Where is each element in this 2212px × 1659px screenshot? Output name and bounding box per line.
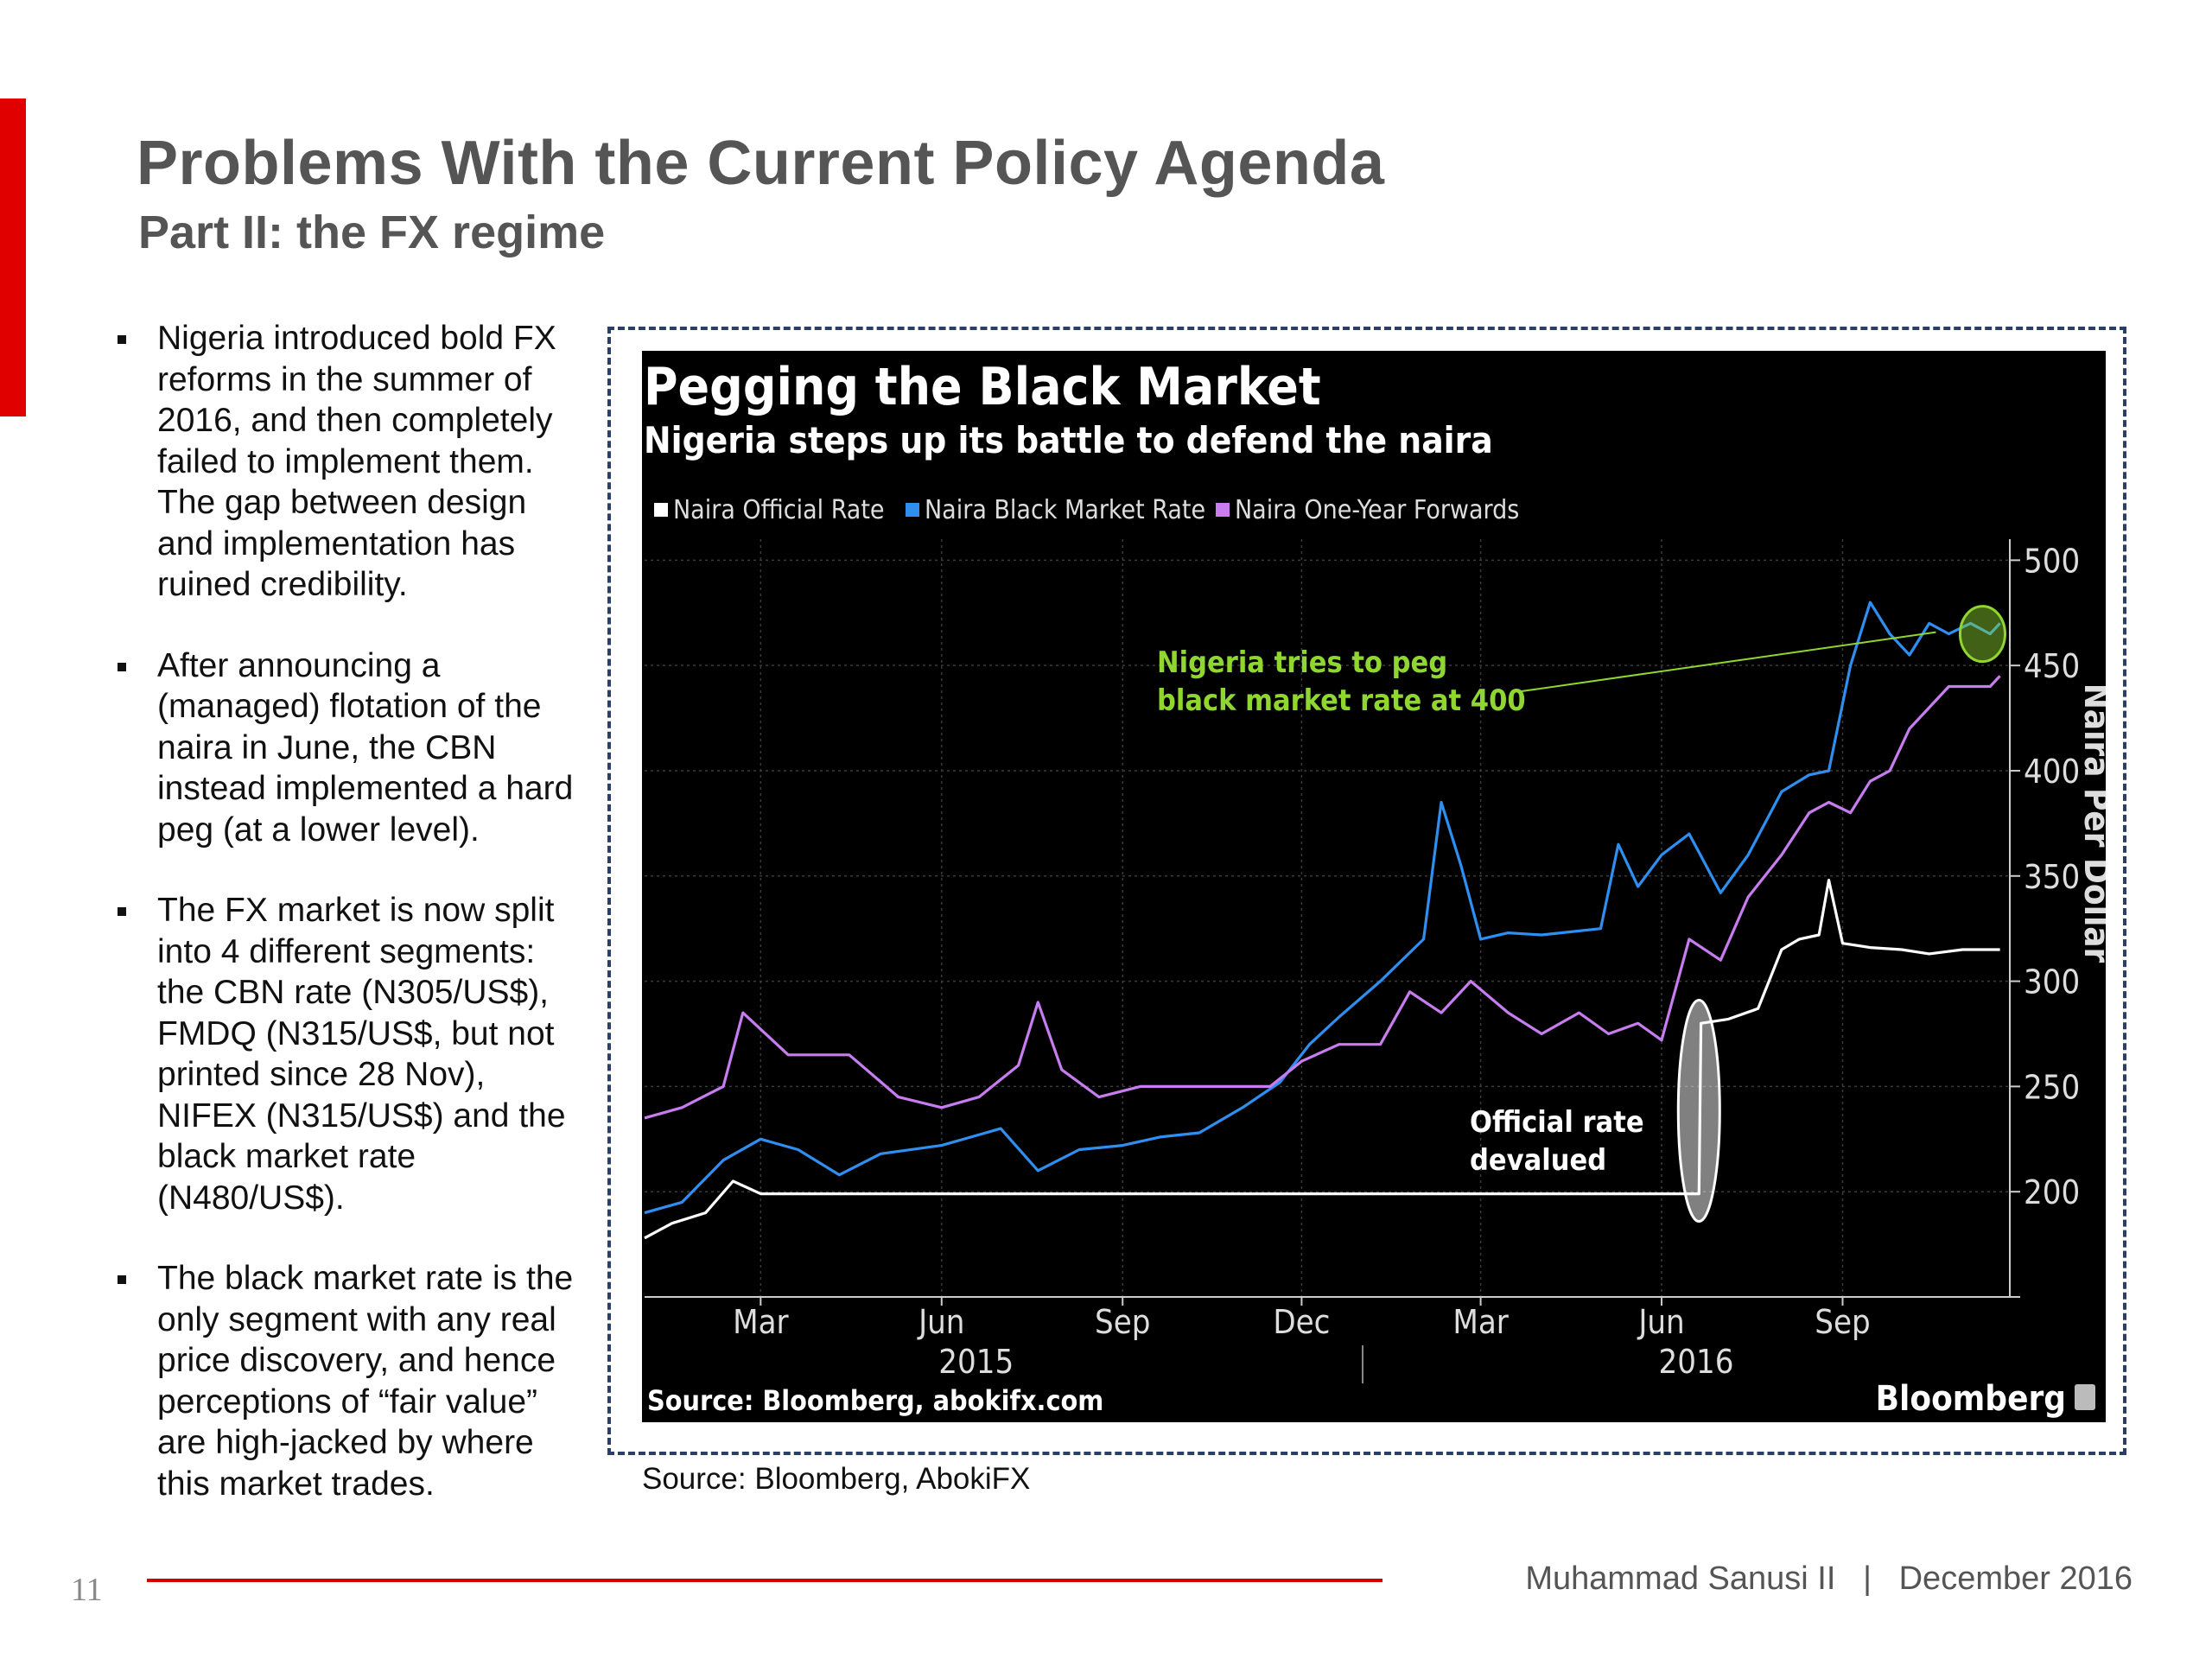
x-tick-label: Jun <box>917 1303 964 1341</box>
x-tick-label: Jun <box>1637 1303 1684 1341</box>
y-tick-label: 400 <box>2024 753 2080 791</box>
x-tick-label: Sep <box>1095 1303 1150 1341</box>
annotation-devalued-line2: devalued <box>1470 1143 1606 1178</box>
annotation-peg-line1: Nigeria tries to peg <box>1157 645 1447 680</box>
y-tick-label: 200 <box>2024 1173 2080 1211</box>
x-tick-label: Dec <box>1273 1303 1330 1341</box>
chart-subtitle: Nigeria steps up its battle to defend th… <box>644 419 1493 461</box>
y-tick-label: 250 <box>2024 1068 2080 1106</box>
accent-bar <box>0 99 26 416</box>
annotation-devalued-line1: Official rate <box>1470 1105 1644 1140</box>
chart-title: Pegging the Black Market <box>644 357 1321 417</box>
x-tick-label: Mar <box>733 1303 789 1341</box>
annotation-peg-highlight <box>1958 605 2006 664</box>
bloomberg-logo: Bloomberg <box>1876 1379 2066 1419</box>
slide-title: Problems With the Current Policy Agenda <box>137 129 1385 198</box>
y-axis-label: Naira Per Dollar <box>2076 683 2106 963</box>
legend-label: Naira Black Market Rate <box>925 495 1205 525</box>
chart-panel: 200 250 300 350 400 450 500 Mar Jun 2015 Sep Dec Mar… <box>642 351 2106 1422</box>
bullet-item: The black market rate is the only segmen… <box>112 1258 579 1504</box>
chart-source: Source: Bloomberg, AbokiFX <box>642 1462 1031 1496</box>
chart-source-label: Source: Bloomberg, abokifx.com <box>647 1384 1103 1417</box>
footer-rule <box>147 1579 1382 1582</box>
bullet-list: Nigeria introduced bold FX reforms in th… <box>112 318 579 1544</box>
legend-label: Naira Official Rate <box>673 495 885 525</box>
series-line <box>644 878 2000 1240</box>
x-tick-label: Mar <box>1452 1303 1509 1341</box>
y-tick-label: 450 <box>2024 647 2080 685</box>
x-year-label: 2015 <box>938 1343 1014 1381</box>
slide-subtitle: Part II: the FX regime <box>138 207 606 258</box>
x-year-label: 2016 <box>1659 1343 1734 1381</box>
legend-swatch <box>906 503 919 517</box>
annotation-devalued-highlight <box>1676 999 1721 1224</box>
y-tick-label: 300 <box>2024 963 2080 1001</box>
y-tick-label: 350 <box>2024 858 2080 896</box>
legend-swatch <box>654 503 668 517</box>
legend-swatch <box>1216 503 1230 517</box>
series-line <box>644 601 2001 1215</box>
series-line <box>644 675 2001 1120</box>
page-number: 11 <box>71 1572 103 1608</box>
chart-frame <box>607 327 2126 1455</box>
x-tick-label: Sep <box>1815 1303 1870 1341</box>
annotation-peg-arrow <box>1521 631 1936 692</box>
legend-label: Naira One-Year Forwards <box>1235 495 1519 525</box>
bloomberg-logo-icon <box>2075 1384 2095 1410</box>
bullet-item: After announcing a (managed) flotation o… <box>112 645 579 851</box>
footer-author-date: Muhammad Sanusi II | December 2016 <box>1525 1560 2133 1597</box>
bullet-item: Nigeria introduced bold FX reforms in th… <box>112 318 579 606</box>
y-tick-label: 500 <box>2024 542 2080 580</box>
bullet-item: The FX market is now split into 4 differ… <box>112 890 579 1218</box>
annotation-peg-line2: black market rate at 400 <box>1157 683 1526 718</box>
